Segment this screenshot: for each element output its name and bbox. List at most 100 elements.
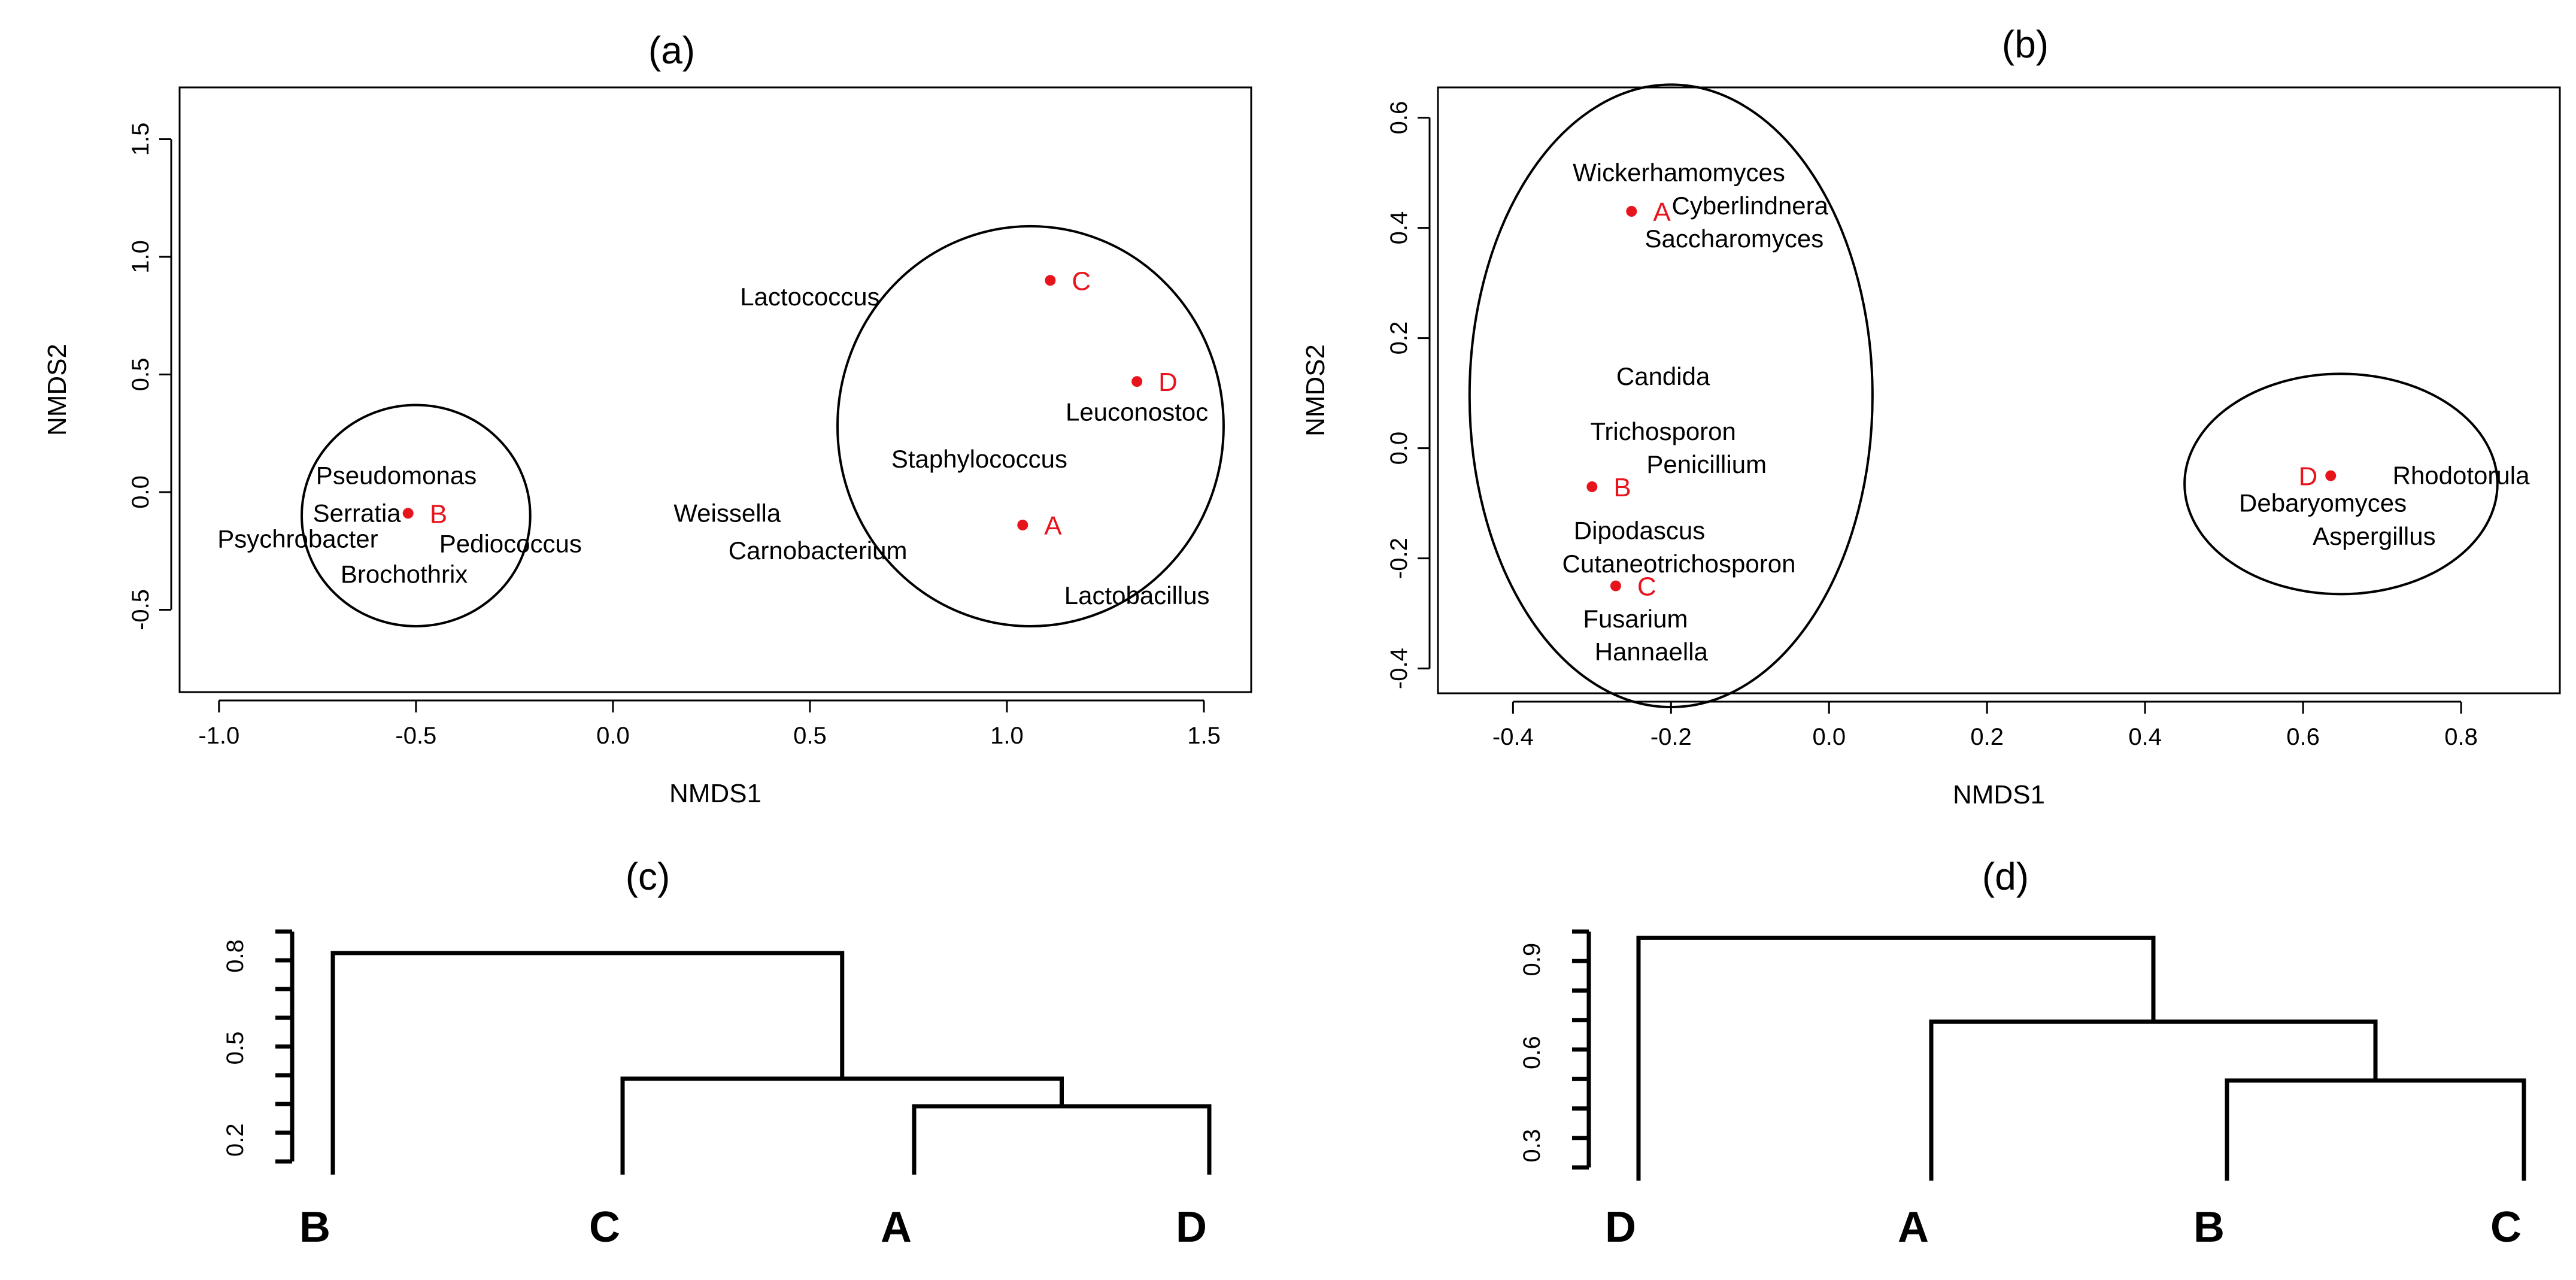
sample-point bbox=[2325, 470, 2337, 481]
taxon-label: Leuconostoc bbox=[1066, 398, 1208, 426]
sample-point bbox=[1017, 519, 1028, 530]
y-tick-label: 0.8 bbox=[222, 939, 248, 973]
taxon-label: Candida bbox=[1616, 362, 1710, 390]
x-tick-label: 1.0 bbox=[990, 723, 1024, 749]
taxon-label: Pediococcus bbox=[439, 529, 582, 557]
dendrogram-branch bbox=[330, 951, 845, 1175]
dendrogram-branch bbox=[1929, 1019, 2378, 1181]
sample-point bbox=[1045, 275, 1056, 286]
x-axis-label: NMDS1 bbox=[669, 779, 761, 808]
y-tick-label: 0.6 bbox=[1386, 101, 1412, 135]
panel-a-nmds-plot: -1.0 -0.5 0.0 0.5 1.0 1.5 NMDS1 -0.5 0.0 0.5 1.0 1.… bbox=[43, 86, 1252, 808]
taxon-label: Hannaella bbox=[1595, 638, 1709, 666]
taxon-label: Weissella bbox=[673, 499, 781, 527]
cluster-ellipse bbox=[301, 404, 532, 627]
taxon-label: Debaryomyces bbox=[2239, 489, 2407, 517]
x-tick-label: 0.0 bbox=[596, 723, 630, 749]
panel-d-title: (d) bbox=[1982, 855, 2029, 898]
taxon-label: Cutaneotrichosporon bbox=[1562, 550, 1796, 578]
x-tick-label: -0.4 bbox=[1492, 724, 1534, 750]
leaf-label: A bbox=[1898, 1203, 1929, 1251]
taxon-label: Saccharomyces bbox=[1645, 225, 1824, 253]
y-axis-label: NMDS2 bbox=[1301, 344, 1330, 436]
leaf-label: B bbox=[299, 1203, 330, 1251]
x-tick-label: 1.5 bbox=[1187, 723, 1221, 749]
x-tick-label: -0.5 bbox=[395, 723, 436, 749]
y-axis: -0.5 0.0 0.5 1.0 1.5 NMDS2 bbox=[43, 123, 172, 630]
sample-label: C bbox=[1637, 572, 1656, 602]
x-axis: -1.0 -0.5 0.0 0.5 1.0 1.5 NMDS1 bbox=[198, 699, 1221, 808]
x-tick-label: -0.2 bbox=[1650, 724, 1692, 750]
sample-label: A bbox=[1653, 198, 1671, 227]
y-tick-label: -0.5 bbox=[128, 589, 154, 630]
dendrogram-branch bbox=[912, 1104, 1212, 1175]
leaf-label: D bbox=[1605, 1203, 1636, 1251]
leaf-label: A bbox=[881, 1203, 912, 1251]
y-tick-label: 0.5 bbox=[222, 1032, 248, 1065]
cluster-ellipse bbox=[836, 225, 1225, 627]
taxon-label: Serratia bbox=[313, 499, 402, 527]
sample-label: D bbox=[1158, 368, 1178, 397]
x-axis-label: NMDS1 bbox=[1953, 780, 2045, 809]
x-tick-label: 0.0 bbox=[1812, 724, 1846, 750]
y-tick-label: 0.4 bbox=[1386, 211, 1412, 245]
taxon-label: Brochothrix bbox=[341, 560, 468, 589]
taxon-label: Trichosporon bbox=[1590, 417, 1736, 445]
y-tick-label: 1.5 bbox=[128, 123, 154, 156]
dendrogram-branch bbox=[2225, 1078, 2526, 1181]
leaf-label: D bbox=[1176, 1203, 1207, 1251]
taxon-label: Carnobacterium bbox=[729, 536, 908, 565]
sample-point bbox=[1610, 580, 1621, 592]
x-tick-label: 0.5 bbox=[793, 723, 827, 749]
taxon-label: Lactobacillus bbox=[1064, 581, 1210, 609]
taxon-label: Pseudomonas bbox=[316, 461, 477, 489]
sample-point bbox=[1626, 206, 1637, 217]
taxon-label: Penicillium bbox=[1646, 450, 1767, 478]
leaf-label: C bbox=[589, 1203, 620, 1251]
taxon-label: Rhodotorula bbox=[2393, 462, 2530, 490]
y-axis: 0.2 0.5 0.8 bbox=[222, 929, 295, 1164]
panel-b-title: (b) bbox=[2002, 23, 2049, 66]
taxon-label: Lactococcus bbox=[740, 283, 879, 311]
x-axis: -0.4 -0.2 0.0 0.2 0.4 0.6 0.8 NMDS1 bbox=[1492, 700, 2478, 809]
sample-point bbox=[402, 508, 414, 519]
taxon-label: Psychrobacter bbox=[217, 525, 378, 553]
sample-label: C bbox=[1072, 266, 1091, 296]
leaf-label: B bbox=[2193, 1203, 2225, 1251]
taxon-label: Staphylococcus bbox=[891, 445, 1067, 473]
taxon-label: Wickerhamomyces bbox=[1573, 159, 1785, 187]
sample-label: A bbox=[1044, 511, 1062, 541]
x-tick-label: 0.8 bbox=[2444, 724, 2478, 750]
panel-b-nmds-plot: -0.4 -0.2 0.0 0.2 0.4 0.6 0.8 NMDS1 -0.4 -0.2 0.0 0… bbox=[1301, 83, 2561, 809]
dendrogram-branch bbox=[1636, 935, 2156, 1181]
y-axis: -0.4 -0.2 0.0 0.2 0.4 0.6 NMDS2 bbox=[1301, 101, 1431, 689]
x-tick-label: 0.6 bbox=[2286, 724, 2320, 750]
y-tick-label: 0.2 bbox=[1386, 321, 1412, 355]
y-tick-label: -0.2 bbox=[1386, 538, 1412, 579]
y-tick-label: 0.3 bbox=[1519, 1129, 1545, 1163]
y-tick-label: 0.2 bbox=[222, 1123, 248, 1157]
taxon-label: Dipodascus bbox=[1574, 517, 1705, 545]
x-tick-label: 0.2 bbox=[1970, 724, 2004, 750]
plot-frame bbox=[178, 86, 1252, 693]
panel-d-dendrogram: 0.3 0.6 0.9 D A B C bbox=[1519, 929, 2526, 1251]
taxon-label: Fusarium bbox=[1583, 605, 1688, 633]
y-tick-label: 0.9 bbox=[1519, 943, 1545, 976]
dendrogram-branch bbox=[620, 1076, 1064, 1175]
sample-point bbox=[1131, 376, 1143, 387]
y-tick-label: -0.4 bbox=[1386, 648, 1412, 689]
leaf-label: C bbox=[2490, 1203, 2522, 1251]
x-tick-label: -1.0 bbox=[198, 723, 239, 749]
plot-frame bbox=[1437, 86, 2561, 694]
panel-a-title: (a) bbox=[648, 29, 695, 72]
cluster-ellipse bbox=[2183, 372, 2499, 596]
sample-label: D bbox=[2299, 462, 2318, 492]
y-tick-label: 0.0 bbox=[128, 475, 154, 509]
y-axis-label: NMDS2 bbox=[43, 344, 72, 436]
cluster-ellipse bbox=[1468, 83, 1874, 708]
y-tick-label: 1.0 bbox=[128, 240, 154, 274]
y-tick-label: 0.0 bbox=[1386, 432, 1412, 465]
y-tick-label: 0.6 bbox=[1519, 1036, 1545, 1069]
panel-c-title: (c) bbox=[626, 855, 670, 898]
